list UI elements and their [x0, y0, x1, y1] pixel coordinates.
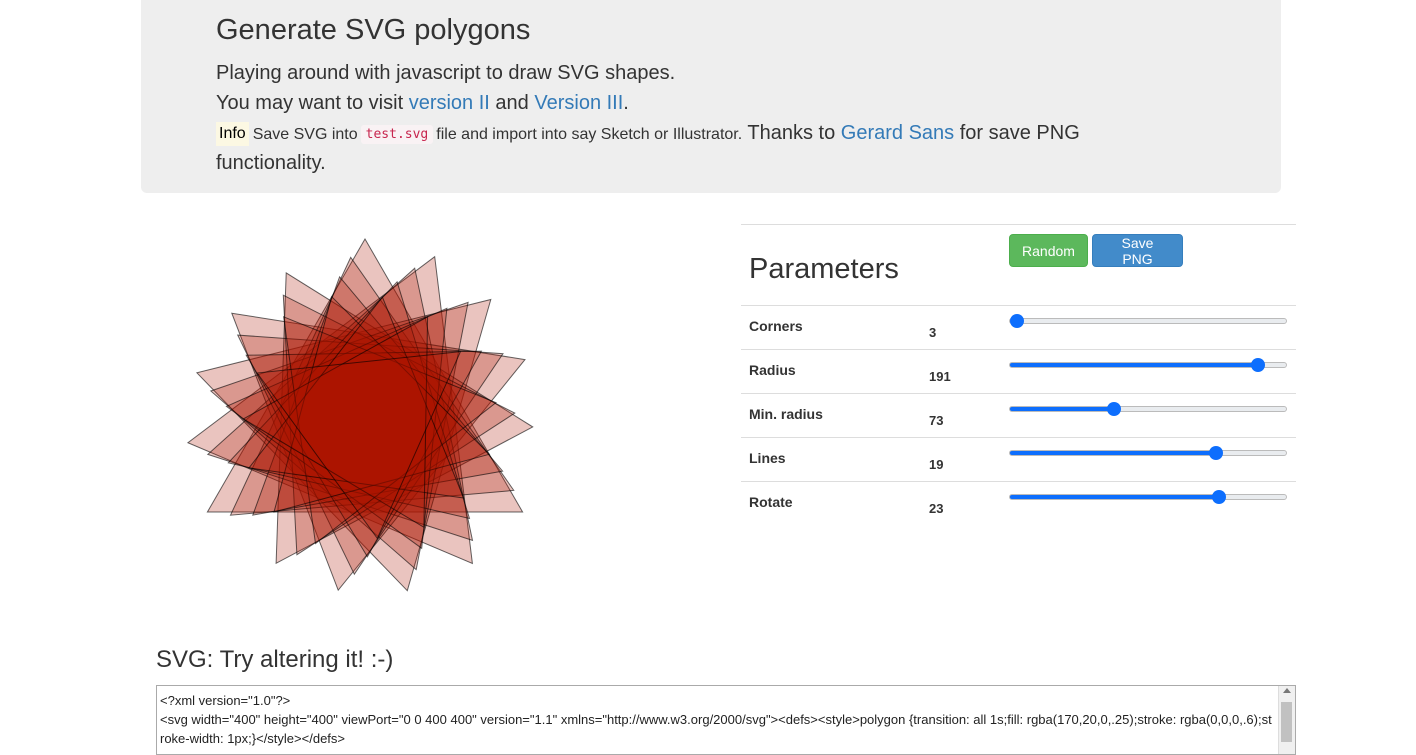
functionality-line: functionality.	[216, 152, 326, 175]
polygon-shape	[282, 316, 497, 545]
radius-slider[interactable]	[1009, 357, 1287, 373]
param-value: 3	[929, 325, 937, 340]
param-value: 23	[929, 501, 944, 516]
version-ii-link[interactable]: version II	[408, 92, 490, 114]
param-label: Radius	[749, 362, 796, 378]
param-row-rotate: Rotate 23	[741, 481, 1296, 525]
info-text: Save SVG into	[252, 126, 358, 143]
polygon-shape	[195, 298, 492, 592]
polygon-shape	[231, 312, 526, 592]
info-line: Info Save SVG into test.svg file and import…	[216, 122, 1080, 146]
param-label: Min. radius	[749, 406, 823, 422]
polygon-shape	[242, 315, 429, 529]
polygon-shape	[275, 272, 534, 565]
param-value: 19	[929, 457, 944, 472]
corners-slider[interactable]	[1009, 313, 1287, 329]
version-iii-link[interactable]: Version III	[534, 92, 624, 114]
scroll-up-icon[interactable]	[1283, 688, 1291, 693]
parameters-title: Parameters	[749, 253, 899, 285]
polygon-shape	[252, 275, 504, 516]
svg-section-title: SVG: Try altering it! :-)	[156, 646, 394, 673]
intro-text: Playing around with javascript to draw S…	[216, 62, 676, 84]
param-value: 191	[929, 369, 951, 384]
functionality-text: functionality.	[216, 152, 326, 174]
param-value: 73	[929, 413, 944, 428]
filename-code: test.svg	[360, 125, 434, 144]
thanks-suffix: for save PNG	[959, 122, 1080, 144]
polygon-shape	[273, 295, 491, 513]
rotate-slider[interactable]	[1009, 489, 1287, 505]
polygon-shape	[236, 334, 504, 576]
polygon-shape	[229, 256, 515, 516]
info-badge: Info	[216, 122, 249, 146]
info-text-2: file and import into say Sketch or Illus…	[436, 126, 743, 143]
textarea-scrollbar[interactable]	[1278, 686, 1295, 754]
param-row-corners: Corners 3	[741, 305, 1296, 349]
parameters-panel: Parameters Random Save PNG Corners 3 Rad…	[741, 224, 1296, 525]
param-label: Rotate	[749, 494, 793, 510]
gerard-sans-link[interactable]: Gerard Sans	[840, 122, 955, 144]
svg-code-text[interactable]: <?xml version="1.0"?> <svg width="400" h…	[160, 693, 1272, 746]
scrollbar-thumb[interactable]	[1281, 702, 1292, 742]
thanks-text: Thanks to	[747, 122, 836, 144]
param-label: Lines	[749, 450, 786, 466]
intro-line: Playing around with javascript to draw S…	[216, 62, 675, 85]
parameters-header: Parameters Random Save PNG	[741, 224, 1296, 305]
svg-code-textarea[interactable]: <?xml version="1.0"?> <svg width="400" h…	[156, 685, 1296, 755]
param-label: Corners	[749, 318, 803, 334]
polygon-shape	[245, 350, 483, 558]
and-text: and	[495, 92, 529, 114]
page-title: Generate SVG polygons	[216, 14, 531, 46]
param-row-min-radius: Min. radius 73	[741, 393, 1296, 437]
param-row-radius: Radius 191	[741, 349, 1296, 393]
polygon-shape	[256, 351, 462, 540]
versions-line: You may want to visit version II and Ver…	[216, 92, 629, 115]
polygon-canvas	[186, 237, 534, 592]
min-radius-slider[interactable]	[1009, 401, 1287, 417]
period-text: .	[623, 92, 629, 114]
param-row-lines: Lines 19	[741, 437, 1296, 481]
intro-jumbotron: Generate SVG polygons Playing around wit…	[141, 0, 1281, 193]
visit-text: You may want to visit	[216, 92, 404, 114]
random-button[interactable]: Random	[1009, 234, 1088, 267]
polygon-shape	[248, 296, 465, 499]
lines-slider[interactable]	[1009, 445, 1287, 461]
save-png-button[interactable]: Save PNG	[1092, 234, 1183, 267]
